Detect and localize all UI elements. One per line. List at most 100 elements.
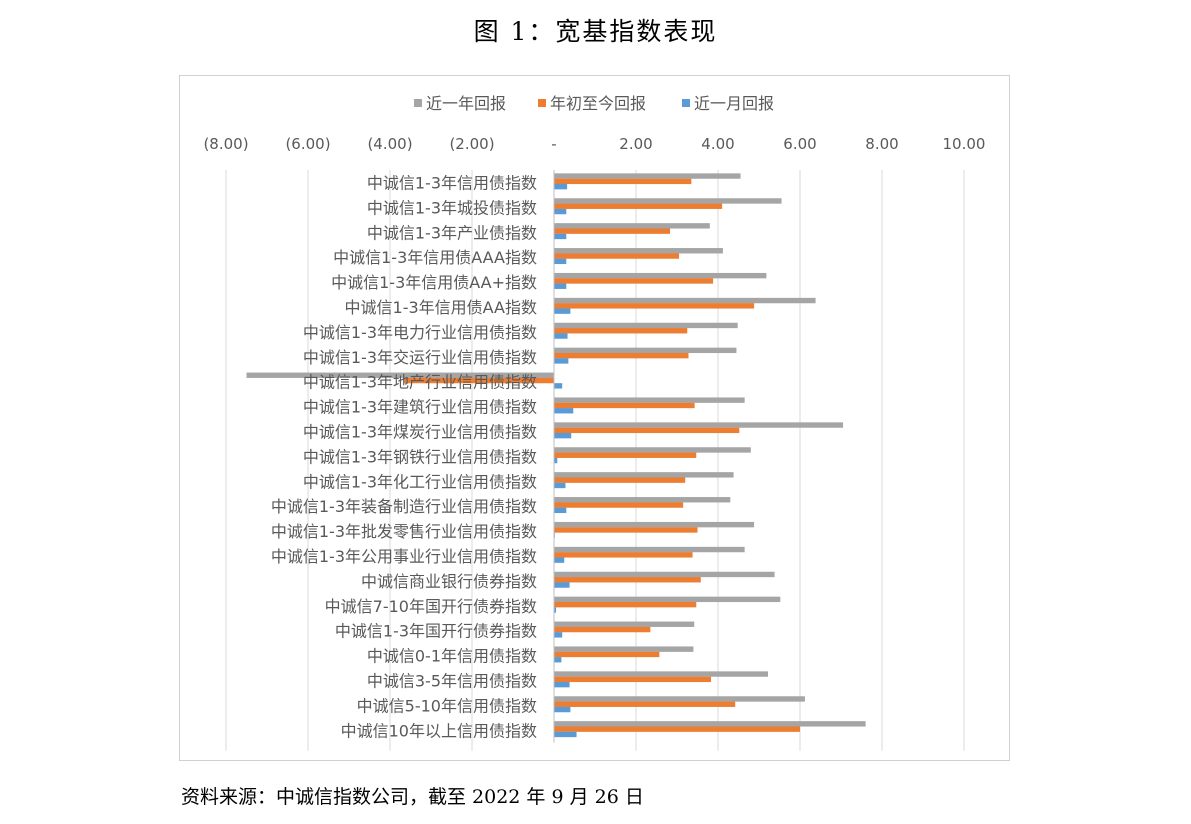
- category-label: 中诚信7-10年国开行债券指数: [325, 597, 537, 616]
- bars: [246, 173, 866, 738]
- category-label: 中诚信1-3年电力行业信用债指数: [303, 323, 537, 342]
- source-note: 资料来源：中诚信指数公司，截至 2022 年 9 月 26 日: [181, 786, 644, 808]
- bar-one-month: [554, 358, 569, 364]
- bar-one-year: [554, 596, 781, 603]
- bar-ytd: [554, 278, 714, 284]
- bar-one-year: [554, 397, 745, 403]
- legend-swatch: [414, 99, 422, 107]
- bar-one-year: [554, 621, 695, 627]
- x-tick-label: 4.00: [701, 135, 734, 153]
- x-tick-label: -: [551, 135, 556, 153]
- category-label: 中诚信1-3年建筑行业信用债指数: [303, 398, 537, 417]
- category-label: 中诚信1-3年交运行业信用债指数: [303, 348, 537, 367]
- bar-one-month: [554, 258, 567, 265]
- bar-one-year: [554, 521, 755, 528]
- category-label: 中诚信1-3年化工行业信用债指数: [303, 472, 537, 491]
- bar-one-month: [554, 482, 566, 489]
- bar-one-month: [554, 731, 577, 738]
- x-axis-ticks: (8.00) (6.00) (4.00) (2.00) - 2.00 4.00 6.00 8.0…: [203, 135, 985, 153]
- category-label: 中诚信1-3年信用债AA指数: [345, 298, 537, 317]
- bar-one-year: [554, 198, 782, 204]
- bar-one-year: [554, 347, 737, 354]
- bar-one-month: [554, 233, 567, 240]
- bar-one-year: [554, 472, 734, 478]
- bar-ytd: [554, 577, 701, 583]
- bar-ytd: [554, 701, 736, 707]
- bar-ytd: [554, 601, 697, 608]
- bar-ytd: [554, 502, 684, 508]
- category-label: 中诚信1-3年信用债指数: [367, 173, 537, 192]
- legend-swatch: [538, 99, 546, 107]
- x-tick-label: (6.00): [285, 135, 330, 153]
- x-tick-label: 6.00: [783, 135, 816, 153]
- category-label: 中诚信1-3年公用事业行业信用债指数: [271, 547, 537, 566]
- legend-swatch: [682, 99, 690, 107]
- bar-one-year: [554, 248, 723, 254]
- bar-ytd: [554, 253, 680, 259]
- legend: 近一年回报 年初至今回报 近一月回报: [414, 94, 774, 113]
- bar-ytd: [554, 676, 712, 683]
- x-tick-label: 8.00: [865, 135, 898, 153]
- category-label: 中诚信商业银行债券指数: [361, 572, 537, 591]
- bar-one-month: [554, 333, 568, 339]
- bar-one-month: [554, 408, 574, 414]
- bar-one-year: [554, 696, 805, 702]
- chart-container: 近一年回报 年初至今回报 近一月回报 (8.00) (6.00) (4.00) (2.00…: [179, 75, 1010, 761]
- bar-ytd: [554, 203, 723, 209]
- bar-one-year: [554, 497, 731, 503]
- bar-one-month: [554, 681, 570, 688]
- category-label: 中诚信1-3年批发零售行业信用债指数: [271, 522, 537, 541]
- bar-one-month: [554, 208, 567, 215]
- bar-one-year: [554, 322, 738, 329]
- category-label: 中诚信5-10年信用债指数: [357, 696, 537, 715]
- bar-one-year: [554, 447, 751, 453]
- bar-one-month: [554, 383, 563, 389]
- bar-one-year: [554, 297, 816, 304]
- bar-ytd: [554, 228, 671, 234]
- bar-chart: 近一年回报 年初至今回报 近一月回报 (8.00) (6.00) (4.00) (2.00…: [203, 94, 985, 751]
- x-tick-label: (4.00): [367, 135, 412, 153]
- bar-one-year: [554, 671, 769, 677]
- bar-ytd: [404, 377, 554, 384]
- bar-one-month: [554, 283, 567, 289]
- category-label: 中诚信1-3年地产行业信用债指数: [303, 373, 537, 392]
- bar-one-month: [554, 607, 557, 613]
- bar-one-month: [554, 183, 568, 190]
- bar-one-month: [554, 507, 567, 514]
- bar-ytd: [554, 552, 693, 558]
- x-tick-label: 10.00: [943, 135, 986, 153]
- category-label: 中诚信1-3年产业债指数: [367, 223, 537, 242]
- x-tick-label: 2.00: [619, 135, 652, 153]
- bar-one-month: [554, 308, 571, 314]
- bar-one-year: [554, 721, 866, 727]
- bar-one-year: [554, 646, 694, 652]
- bar-one-month: [554, 432, 572, 439]
- category-label: 中诚信10年以上信用债指数: [341, 721, 537, 740]
- bar-one-year: [554, 546, 745, 553]
- bar-one-year: [554, 422, 844, 428]
- category-label: 中诚信1-3年信用债AAA指数: [333, 248, 537, 267]
- grid-lines: [225, 170, 965, 751]
- category-label: 中诚信3-5年信用债指数: [367, 671, 537, 690]
- bar-ytd: [554, 527, 698, 533]
- category-label: 中诚信1-3年城投债指数: [367, 198, 537, 217]
- bar-one-month: [554, 706, 571, 713]
- bar-one-year: [246, 372, 554, 378]
- category-label: 中诚信1-3年装备制造行业信用债指数: [271, 497, 537, 516]
- legend-label: 近一月回报: [694, 94, 774, 113]
- figure-title: 图 1：宽基指数表现: [473, 17, 718, 46]
- legend-label: 年初至今回报: [550, 94, 646, 113]
- bar-one-year: [554, 272, 767, 279]
- category-labels: 中诚信1-3年信用债指数中诚信1-3年城投债指数中诚信1-3年产业债指数中诚信1…: [271, 173, 537, 740]
- x-tick-label: (2.00): [449, 135, 494, 153]
- bar-one-year: [554, 571, 775, 578]
- bar-ytd: [554, 178, 692, 185]
- bar-ytd: [554, 477, 686, 483]
- legend-label: 近一年回报: [426, 94, 506, 113]
- bar-ytd: [554, 328, 688, 334]
- bar-ytd: [554, 452, 697, 458]
- category-label: 中诚信1-3年国开行债券指数: [335, 622, 537, 641]
- category-label: 中诚信1-3年钢铁行业信用债指数: [303, 447, 537, 466]
- bar-one-year: [554, 223, 710, 229]
- bar-ytd: [554, 402, 695, 409]
